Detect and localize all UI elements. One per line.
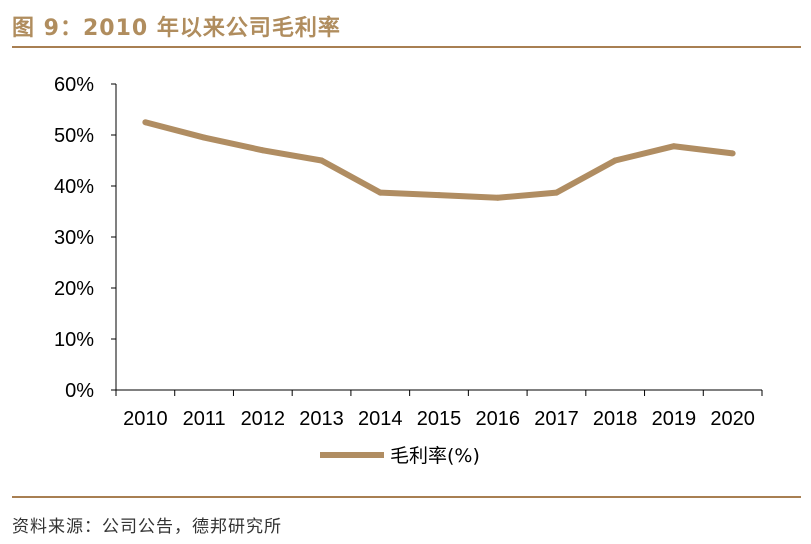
x-tick-label: 2014 xyxy=(358,408,403,430)
series-line xyxy=(144,119,733,201)
line-chart: 0%10%20%30%40%50%60% 2010 2011 2012 2013 201… xyxy=(54,74,763,467)
data-point xyxy=(436,192,442,199)
source-divider xyxy=(12,496,801,498)
x-tick-label: 2011 xyxy=(183,408,226,430)
data-point xyxy=(201,134,208,141)
x-tick-label: 2017 xyxy=(534,408,579,430)
figure-title: 图 9：2010 年以来公司毛利率 xyxy=(12,16,341,41)
x-tick-label: 2013 xyxy=(299,408,344,430)
data-point xyxy=(612,157,619,164)
x-tick-label: 2018 xyxy=(593,408,638,430)
data-point xyxy=(377,189,384,196)
legend: 毛利率(%) xyxy=(320,445,480,467)
x-axis: 2010 2011 2012 2013 2014 2015 2016 2017 2018 2019… xyxy=(115,389,763,430)
data-point xyxy=(670,143,677,150)
data-point xyxy=(142,119,149,126)
data-point xyxy=(494,194,501,201)
data-point xyxy=(318,157,325,164)
data-point xyxy=(259,147,266,154)
x-tick-label: 2012 xyxy=(241,408,286,430)
x-tick-label: 2019 xyxy=(652,408,697,430)
data-point xyxy=(553,189,560,196)
y-tick-label: 10% xyxy=(54,329,94,351)
y-tick-label: 20% xyxy=(54,278,94,300)
title-divider xyxy=(12,46,801,48)
x-tick-label: 2010 xyxy=(123,408,168,430)
y-tick-label: 0% xyxy=(65,380,94,402)
x-tick-label: 2015 xyxy=(417,408,462,430)
data-point xyxy=(729,150,736,157)
y-tick-label: 30% xyxy=(54,227,94,249)
source-note: 资料来源：公司公告，德邦研究所 xyxy=(12,517,282,537)
x-tick-label: 2016 xyxy=(475,408,520,430)
series-layer xyxy=(142,119,736,201)
x-tick-label: 2020 xyxy=(710,408,755,430)
legend-label: 毛利率(%) xyxy=(390,445,480,467)
y-tick-label: 40% xyxy=(54,176,94,198)
y-axis: 0% 10% 20% 30% 40% 50% 60% xyxy=(54,74,117,402)
y-tick-label: 50% xyxy=(54,125,94,147)
y-tick-label: 60% xyxy=(54,74,94,96)
